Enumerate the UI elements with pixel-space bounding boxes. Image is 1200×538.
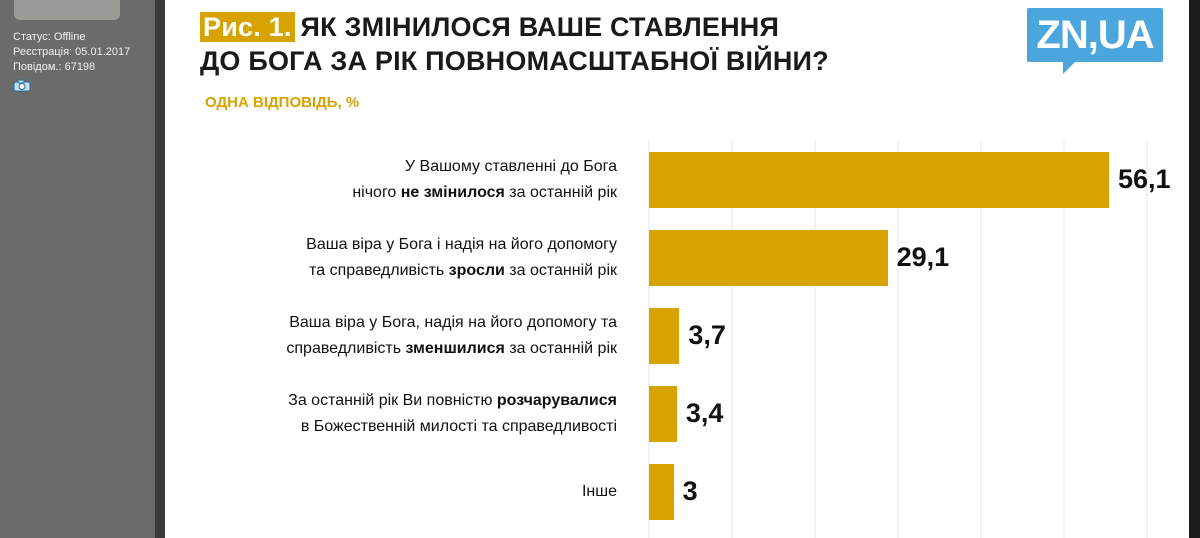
sidebar-divider [155,0,165,538]
label-text: за останній рік [504,184,617,201]
label-text: за останній рік [504,340,617,357]
emphasis-text: зросли [448,262,505,279]
category-label-0: У Вашому ставленні до Бога нічого не змін… [185,154,617,206]
label-text: за останній рік [504,262,617,279]
category-label-0-line-1: нічого не змінилося за останній рік [185,180,617,206]
bar-1 [649,230,888,286]
category-label-3-line-1: в Божественній милості та справедливості [185,414,617,440]
category-label-3: За останній рік Ви повністю розчарувалис… [185,388,617,440]
camera-icon[interactable] [13,79,31,92]
category-label-3-line-0: За останній рік Ви повністю розчарувалис… [185,388,617,414]
label-text: та справедливість [309,262,449,279]
label-text: справедливість [286,340,406,357]
category-label-2: Ваша віра у Бога, надія на його допомогу… [185,310,617,362]
infographic: Рис. 1. ЯК ЗМІНИЛОСЯ ВАШЕ СТАВЛЕННЯ ДО БО… [165,0,1189,538]
chart-subtitle: ОДНА ВІДПОВІДЬ, % [205,94,360,111]
label-text: нічого [352,184,401,201]
chart-title-line-2: ДО БОГА ЗА РІК ПОВНОМАСШТАБНОЇ ВІЙНИ? [200,46,829,76]
category-label-1-line-0: Ваша віра у Бога і надія на його допомог… [185,232,617,258]
chart-title: Рис. 1. ЯК ЗМІНИЛОСЯ ВАШЕ СТАВЛЕННЯ ДО БО… [200,10,829,78]
bar-4 [649,464,674,520]
bar-0 [649,152,1110,208]
window-edge [1189,0,1200,538]
bar-value-label-3: 3,4 [685,398,724,428]
user-registration: Реєстрація: 05.01.2017 [13,46,131,58]
emphasis-text: розчарувалися [496,392,617,409]
category-label-4-line-0: Інше [185,479,617,505]
figure-number: Рис. 1. [200,12,295,42]
category-label-0-line-0: У Вашому ставленні до Бога [185,154,617,180]
emphasis-text: не змінилося [400,184,505,201]
bar-value-label-0: 56,1 [1118,164,1171,194]
label-text: Ваша віра у Бога, надія на його допомогу… [289,314,617,331]
forum-user-sidebar: Статус: Offline Реєстрація: 05.01.2017 П… [0,0,155,538]
user-status: Статус: Offline [13,31,86,43]
user-posts: Повідом.: 67198 [13,61,96,73]
emphasis-text: зменшилися [405,340,505,357]
label-text: Ваша віра у Бога і надія на його допомог… [306,236,617,253]
user-meta: Статус: Offline Реєстрація: 05.01.2017 П… [13,30,130,75]
category-label-1-line-1: та справедливість зросли за останній рік [185,258,617,284]
bar-value-label-2: 3,7 [688,320,726,350]
label-text: в Божественній милості та справедливості [300,418,617,435]
label-text: За останній рік Ви повністю [288,392,497,409]
zn-ua-logo: ZN,UA [1027,8,1163,62]
category-label-4: Інше [185,479,617,505]
category-label-2-line-0: Ваша віра у Бога, надія на його допомогу… [185,310,617,336]
bar-2 [649,308,680,364]
label-text: Інше [581,483,617,500]
bar-value-label-1: 29,1 [896,242,950,272]
category-label-2-line-1: справедливість зменшилися за останній рі… [185,336,617,362]
chart-title-line-1: Рис. 1. ЯК ЗМІНИЛОСЯ ВАШЕ СТАВЛЕННЯ [200,10,829,44]
user-avatar [14,0,120,20]
bar-3 [649,386,677,442]
category-label-1: Ваша віра у Бога і надія на його допомог… [185,232,617,284]
title-text-1: ЯК ЗМІНИЛОСЯ ВАШЕ СТАВЛЕННЯ [300,12,780,42]
bar-value-label-4: 3 [682,476,698,506]
logo-text: ZN,UA [1036,13,1154,57]
logo-tail [1063,60,1077,74]
label-text: У Вашому ставленні до Бога [404,158,617,175]
